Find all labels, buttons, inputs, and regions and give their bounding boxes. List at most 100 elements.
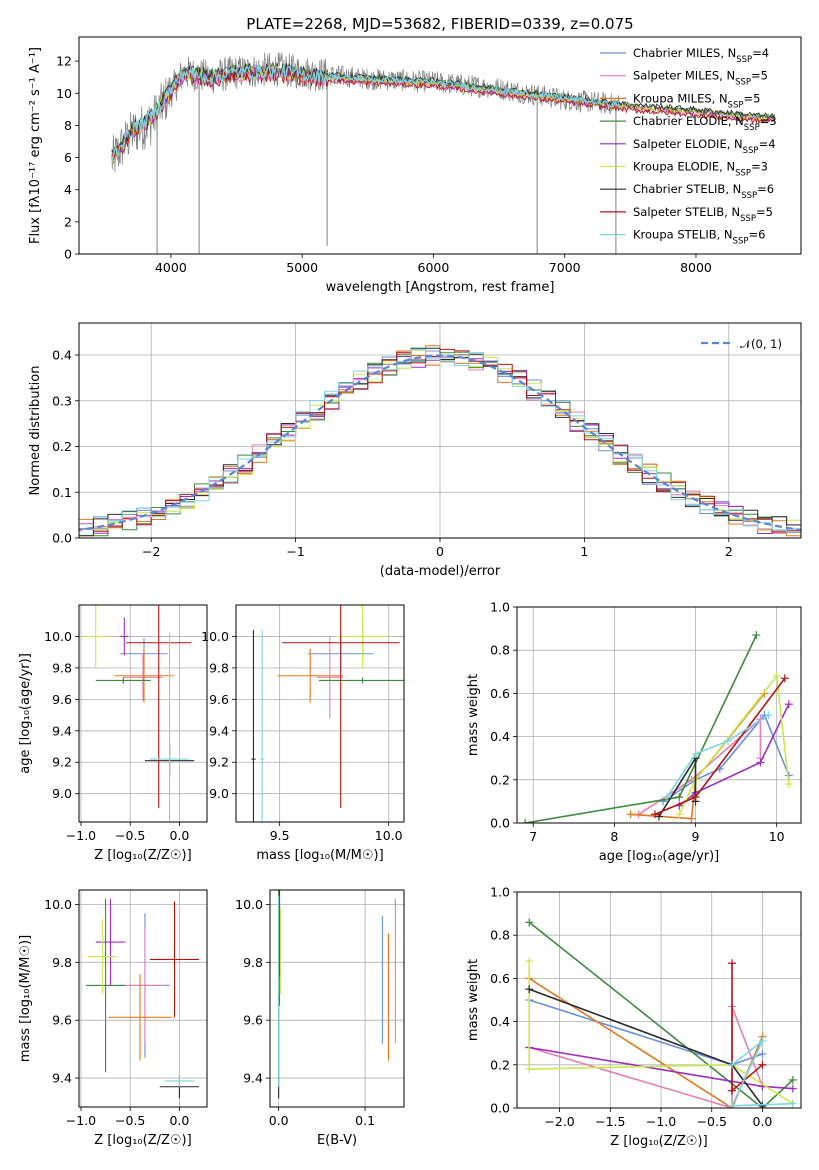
y-tick-label: 0.1 (52, 485, 72, 500)
y-tick-label: 0.2 (490, 1057, 510, 1072)
legend-entry-value: =5 (743, 91, 760, 105)
weight-point-kroupa-stelib (758, 1037, 767, 1046)
x-tick-label: 0.0 (753, 1114, 773, 1129)
panel-age_vs_mass: 9.5 10.0 9.0 9.2 9.4 9.6 9.8 10.0 mass [log₁₀(M/… (201, 604, 405, 863)
x-tick-label: 0 (436, 544, 444, 559)
grid-lines (270, 890, 404, 1107)
weight-point-kroupa-stelib (728, 1060, 737, 1069)
normal-curve (79, 354, 801, 532)
y-tick-label: 0.8 (490, 643, 510, 658)
y-tick-label: 1.0 (490, 885, 510, 900)
legend-entry-sub: SSP (728, 100, 744, 110)
y-tick-label: 9.8 (243, 955, 263, 970)
panel-spectrum: 4000 5000 6000 7000 8000 0 2 4 6 8 10 12 wavelength … (28, 15, 802, 295)
x-axis-label: Z [log₁₀(Z/Z☉)] (94, 848, 191, 863)
y-tick-label: 9.6 (209, 692, 229, 707)
weight-point-chabrier-stelib (655, 812, 663, 821)
histogram-salpeter-stelib (79, 348, 801, 533)
y-tick-label: 0.8 (490, 928, 510, 943)
y-tick-label: 9.0 (52, 786, 72, 801)
axes-frame (269, 889, 405, 1108)
y-tick-label: 8 (64, 118, 72, 133)
legend-entry-name: Kroupa ELODIE, N (633, 160, 735, 174)
legend-entry-value: =5 (756, 205, 773, 219)
y-tick-label: 12 (56, 54, 72, 69)
y-tick-label: 9.4 (52, 1071, 72, 1086)
y-tick-label: 0.3 (52, 393, 72, 408)
grid-lines (79, 890, 207, 1107)
legend-entry-name: Salpeter STELIB, N (633, 205, 740, 219)
x-tick-label: −1.0 (646, 1114, 676, 1129)
panel-age_vs_Z: −1.0 −0.5 0.0 9.0 9.2 9.4 9.6 9.8 10.0 Z [log₁₀(Z… (18, 604, 208, 863)
legend-entry-sub: SSP (736, 55, 752, 65)
weight-point-kroupa-stelib (764, 711, 773, 719)
axes-frame (235, 604, 405, 823)
weight-point-chabrier-elodie (788, 1075, 797, 1084)
y-tick-label: 9.6 (52, 692, 72, 707)
y-tick-label: 6 (64, 150, 72, 165)
weight-point-kroupa-miles (626, 810, 635, 819)
y-tick-label: 10.0 (235, 897, 263, 912)
y-axis-label: Normed distribution (28, 366, 43, 496)
plot-area (85, 898, 200, 1099)
weight-point-salpeter-elodie (788, 1084, 797, 1093)
x-tick-label: −0.5 (115, 828, 145, 843)
weight-line-kroupa-stelib (666, 714, 769, 798)
x-tick-label: −1 (286, 544, 304, 559)
y-tick-label: 9.4 (243, 1071, 263, 1086)
weight-point-chabrier-elodie (752, 631, 761, 640)
x-axis-label: age [log₁₀(age/yr)] (599, 849, 720, 864)
legend-entry-name: Chabrier STELIB, N (633, 182, 741, 196)
y-tick-label: 0.0 (52, 531, 72, 546)
x-tick-label: 0.1 (355, 1113, 375, 1128)
weight-line-kroupa-miles (528, 977, 764, 1108)
ticks (75, 354, 730, 542)
x-tick-label: 9 (692, 829, 700, 844)
weight-point-kroupa-elodie (525, 957, 534, 966)
y-axis-label: Flux [fλ10⁻¹⁷ erg cm⁻² s⁻¹ A⁻¹] (28, 47, 43, 244)
legend-entry: Salpeter STELIB, NSSP=5 (633, 205, 773, 224)
y-tick-label: 9.2 (209, 755, 229, 770)
legend-entry-sub: SSP (744, 123, 760, 133)
y-tick-label: 2 (64, 214, 72, 229)
legend-entry-name: Kroupa STELIB, N (633, 228, 733, 242)
x-tick-label: 1 (580, 544, 588, 559)
y-axis-label: mass weight (466, 674, 481, 756)
legend-entry-name: Salpeter MILES, N (633, 69, 735, 83)
weight-point-salpeter-elodie (756, 758, 765, 767)
x-axis-label: (data-model)/error (380, 564, 501, 579)
axes-frame (78, 36, 802, 255)
weight-line-salpeter-elodie (678, 703, 790, 807)
x-tick-label: 0.0 (169, 828, 189, 843)
y-axis-label: mass [log₁₀(M/M☉)] (18, 935, 33, 1062)
legend-entry: Chabrier STELIB, NSSP=6 (633, 182, 774, 201)
weight-point-salpeter-stelib (780, 674, 789, 683)
x-tick-label: 4000 (155, 260, 187, 275)
weight-point-chabrier-elodie (525, 918, 534, 927)
legend-entry-name: Kroupa MILES, N (633, 91, 728, 105)
legend-entry-value: =6 (748, 228, 765, 242)
weight-line-kroupa-miles (630, 692, 766, 820)
weight-point-chabrier-elodie (675, 793, 684, 802)
weight-point-salpeter-elodie (784, 700, 793, 709)
weight-point-kroupa-miles (687, 814, 696, 823)
y-tick-label: 9.4 (52, 723, 72, 738)
y-tick-label: 9.6 (52, 1013, 72, 1028)
legend-entry-name: Salpeter ELODIE, N (633, 137, 743, 151)
x-tick-label: 5000 (286, 260, 318, 275)
legend-entry-value: =5 (751, 69, 768, 83)
legend-entry-value: =3 (751, 160, 768, 174)
x-axis-label: mass [log₁₀(M/M☉)] (256, 848, 383, 863)
weight-line-chabrier-elodie (528, 921, 794, 1108)
y-axis-label: mass weight (466, 959, 481, 1041)
weight-line-kroupa-elodie (528, 961, 794, 1105)
legend-entry: Salpeter ELODIE, NSSP=4 (633, 137, 776, 156)
histogram-kroupa-stelib (79, 349, 801, 533)
y-tick-label: 9.0 (209, 786, 229, 801)
x-tick-label: 9.5 (270, 828, 290, 843)
weight-point-salpeter-stelib (650, 810, 659, 819)
legend-entry-name: Chabrier MILES, N (633, 46, 736, 60)
y-tick-label: 0.2 (490, 772, 510, 787)
y-tick-label: 4 (64, 182, 72, 197)
x-tick-label: 2 (725, 544, 733, 559)
